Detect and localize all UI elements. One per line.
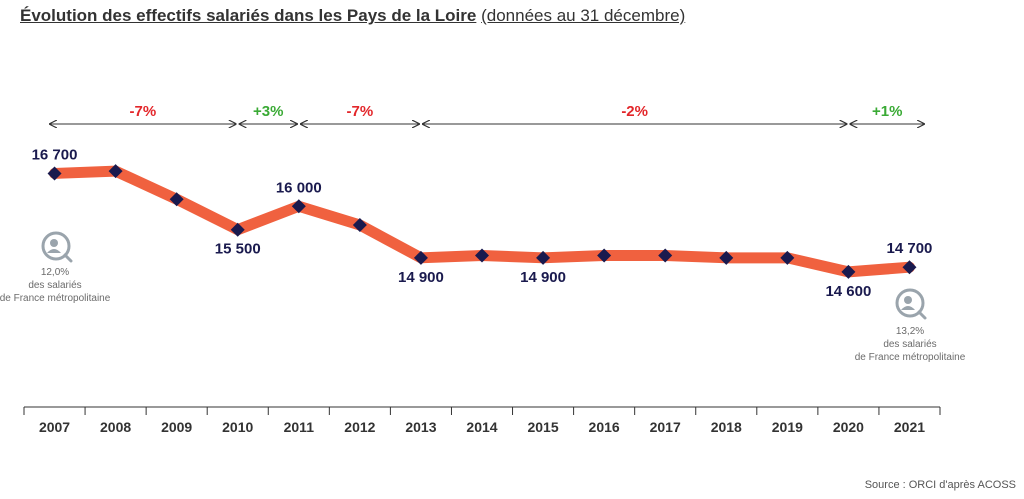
data-point-marker — [780, 250, 795, 265]
data-point-marker — [413, 250, 428, 265]
source-note: Source : ORCI d'après ACOSS — [864, 479, 1016, 491]
icon-body — [47, 249, 61, 253]
period-change-label: -2% — [621, 103, 648, 120]
period-change-label: -7% — [347, 103, 374, 120]
share-notes: 12,0% des salariés de France métropolitain… — [0, 231, 966, 363]
x-tick-label: 2012 — [344, 419, 375, 435]
x-tick-label: 2008 — [100, 419, 131, 435]
data-point-marker — [719, 250, 734, 265]
x-tick-label: 2017 — [650, 419, 681, 435]
icon-head — [904, 296, 912, 304]
data-point-marker — [291, 199, 306, 214]
data-point-marker — [47, 166, 62, 181]
data-point-marker — [658, 248, 673, 263]
icon-body — [901, 306, 915, 310]
data-point-marker — [108, 164, 123, 179]
period-change-label: +3% — [253, 103, 283, 120]
data-markers — [47, 164, 917, 279]
data-labels: 16 700 15 500 16 000 14 900 14 900 14 600 14 7… — [32, 146, 933, 299]
data-point-marker — [597, 248, 612, 263]
data-point-marker — [536, 250, 551, 265]
x-tick-label: 2020 — [833, 419, 864, 435]
icon-handle — [63, 253, 73, 263]
note-line: de France métropolitaine — [855, 352, 966, 363]
x-tick-label: 2021 — [894, 419, 925, 435]
data-point-marker — [169, 192, 184, 207]
period-arrows: -7% +3% -7% -2% +1% — [50, 103, 924, 124]
x-tick-label: 2014 — [466, 419, 497, 435]
title-main: Évolution des effectifs salariés dans le… — [20, 6, 477, 25]
title-sub: (données au 31 décembre) — [481, 6, 686, 25]
data-label: 14 700 — [887, 240, 933, 257]
data-point-marker — [230, 222, 245, 237]
x-axis: 2007 2008 2009 2010 2011 2012 2013 2014 2015 2016… — [23, 406, 941, 435]
data-point-marker — [902, 260, 917, 275]
data-label: 16 700 — [32, 146, 78, 163]
data-point-marker — [352, 218, 367, 232]
note-line: des salariés — [28, 280, 81, 291]
data-label: 14 900 — [520, 269, 566, 286]
x-tick-label: 2015 — [527, 419, 558, 435]
period-change-label: -7% — [130, 103, 157, 120]
icon-handle — [917, 310, 927, 320]
data-label: 14 600 — [825, 283, 871, 300]
data-point-marker — [841, 264, 856, 279]
period-change-label: +1% — [872, 103, 902, 120]
note-line: des salariés — [883, 339, 936, 350]
x-tick-label: 2018 — [711, 419, 742, 435]
icon-head — [50, 239, 58, 247]
x-tick-label: 2009 — [161, 419, 192, 435]
x-tick-label: 2016 — [589, 419, 620, 435]
x-tick-label: 2007 — [39, 419, 70, 435]
note-line: 13,2% — [896, 326, 924, 337]
x-tick-label: 2010 — [222, 419, 253, 435]
note-line: de France métropolitaine — [0, 293, 111, 304]
icon-ring — [41, 231, 71, 261]
icon-ring — [895, 288, 925, 318]
chart-title: Évolution des effectifs salariés dans le… — [20, 6, 685, 26]
search-person-icon — [41, 231, 73, 263]
x-tick-label: 2019 — [772, 419, 803, 435]
data-point-marker — [475, 248, 489, 263]
x-tick-label: 2011 — [284, 419, 315, 435]
data-label: 14 900 — [398, 269, 444, 286]
x-tick-label: 2013 — [405, 419, 436, 435]
note-line: 12,0% — [41, 267, 69, 278]
data-label: 15 500 — [215, 241, 261, 258]
data-label: 16 000 — [276, 179, 322, 196]
search-person-icon — [895, 288, 927, 320]
